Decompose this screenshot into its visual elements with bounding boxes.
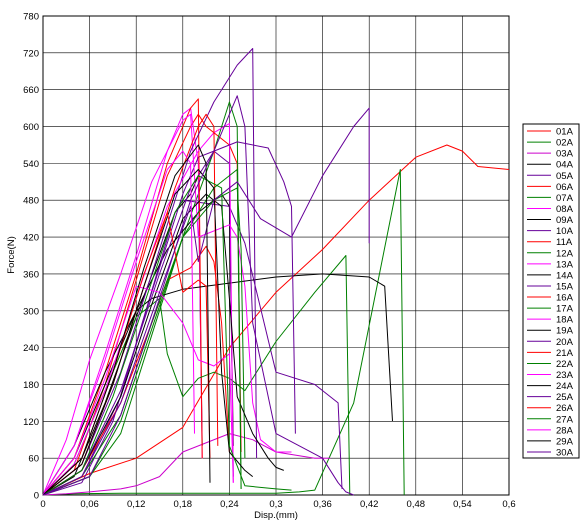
x-tick-label: 0,36 [313,499,332,510]
y-tick-label: 120 [23,417,39,428]
y-tick-label: 480 [23,196,39,207]
series-line-23A [42,285,234,496]
y-tick-label: 780 [23,12,39,23]
legend-label-17A: 17A [556,304,574,315]
series-line-30A [42,95,354,496]
y-tick-label: 240 [23,343,39,354]
legend-box [522,123,580,459]
y-tick-label: 540 [23,159,39,170]
legend-label-09A: 09A [556,215,574,226]
legend-label-28A: 28A [556,425,574,436]
legend-label-11A: 11A [556,237,573,248]
legend-label-25A: 25A [556,392,574,403]
legend-label-29A: 29A [556,436,574,447]
x-axis-ticks: 0 0,06 0,12 0,18 0,24 0,3 0,36 0,42 0,48 0,54 0,6 [40,499,515,510]
legend-label-12A: 12A [556,248,574,259]
series-line-12A [42,255,351,496]
legend: 01A02A03A04A05A06A07A08A09A10A11A12A13A1… [522,123,580,459]
legend-items: 01A02A03A04A05A06A07A08A09A10A11A12A13A1… [527,127,574,459]
series-line-04A [42,175,203,496]
legend-label-03A: 03A [556,149,574,160]
series-line-13A [42,113,292,496]
x-tick-label: 0,12 [127,499,146,510]
x-tick-label: 0,6 [502,499,515,510]
legend-label-23A: 23A [556,370,574,381]
legend-label-16A: 16A [556,293,574,304]
y-axis-label: Force(N) [6,236,17,273]
x-tick-label: 0 [40,499,45,510]
legend-label-10A: 10A [556,226,574,237]
x-tick-label: 0,48 [407,499,426,510]
x-tick-label: 0,18 [174,499,193,510]
y-tick-label: 0 [34,491,39,502]
y-tick-label: 360 [23,269,39,280]
series-line-27A [42,175,292,496]
legend-label-19A: 19A [556,326,574,337]
series-lines [42,48,510,496]
legend-label-07A: 07A [556,193,574,204]
series-line-01A [42,144,510,496]
y-axis-ticks: 0 60 120 180 240 300 360 420 480 540 600 660 720 780 [23,12,39,502]
y-tick-label: 660 [23,85,39,96]
y-tick-label: 60 [28,454,39,465]
legend-label-24A: 24A [556,381,574,392]
series-line-02A [42,169,405,496]
legend-label-06A: 06A [556,182,574,193]
y-tick-label: 420 [23,233,39,244]
series-line-19A [42,193,284,496]
legend-label-05A: 05A [556,171,574,182]
series-line-25A [42,107,370,496]
legend-label-27A: 27A [556,414,574,425]
series-line-03A [42,433,331,496]
legend-label-22A: 22A [556,359,574,370]
x-axis-label: Disp.(mm) [254,510,298,521]
y-tick-label: 300 [23,306,39,317]
x-tick-label: 0,24 [220,499,239,510]
x-tick-label: 0,3 [269,499,282,510]
legend-label-02A: 02A [556,138,574,149]
x-tick-label: 0,54 [453,499,472,510]
legend-label-14A: 14A [556,270,574,281]
legend-label-30A: 30A [556,448,574,459]
legend-label-26A: 26A [556,403,574,414]
legend-label-15A: 15A [556,281,574,292]
legend-label-13A: 13A [556,259,574,270]
series-line-28A [42,150,195,496]
series-line-15A [42,48,258,496]
series-line-29A [42,144,211,496]
y-tick-label: 720 [23,48,39,59]
series-line-06A [42,113,242,496]
y-tick-label: 180 [23,380,39,391]
x-tick-label: 0,42 [360,499,379,510]
legend-label-04A: 04A [556,160,574,171]
legend-label-18A: 18A [556,315,574,326]
legend-label-21A: 21A [556,348,574,359]
legend-label-20A: 20A [556,337,574,348]
legend-label-08A: 08A [556,204,574,215]
x-tick-label: 0,06 [80,499,99,510]
legend-label-01A: 01A [556,127,574,138]
y-tick-label: 600 [23,122,39,133]
series-line-09A [42,193,234,496]
series-line-10A [42,150,234,496]
